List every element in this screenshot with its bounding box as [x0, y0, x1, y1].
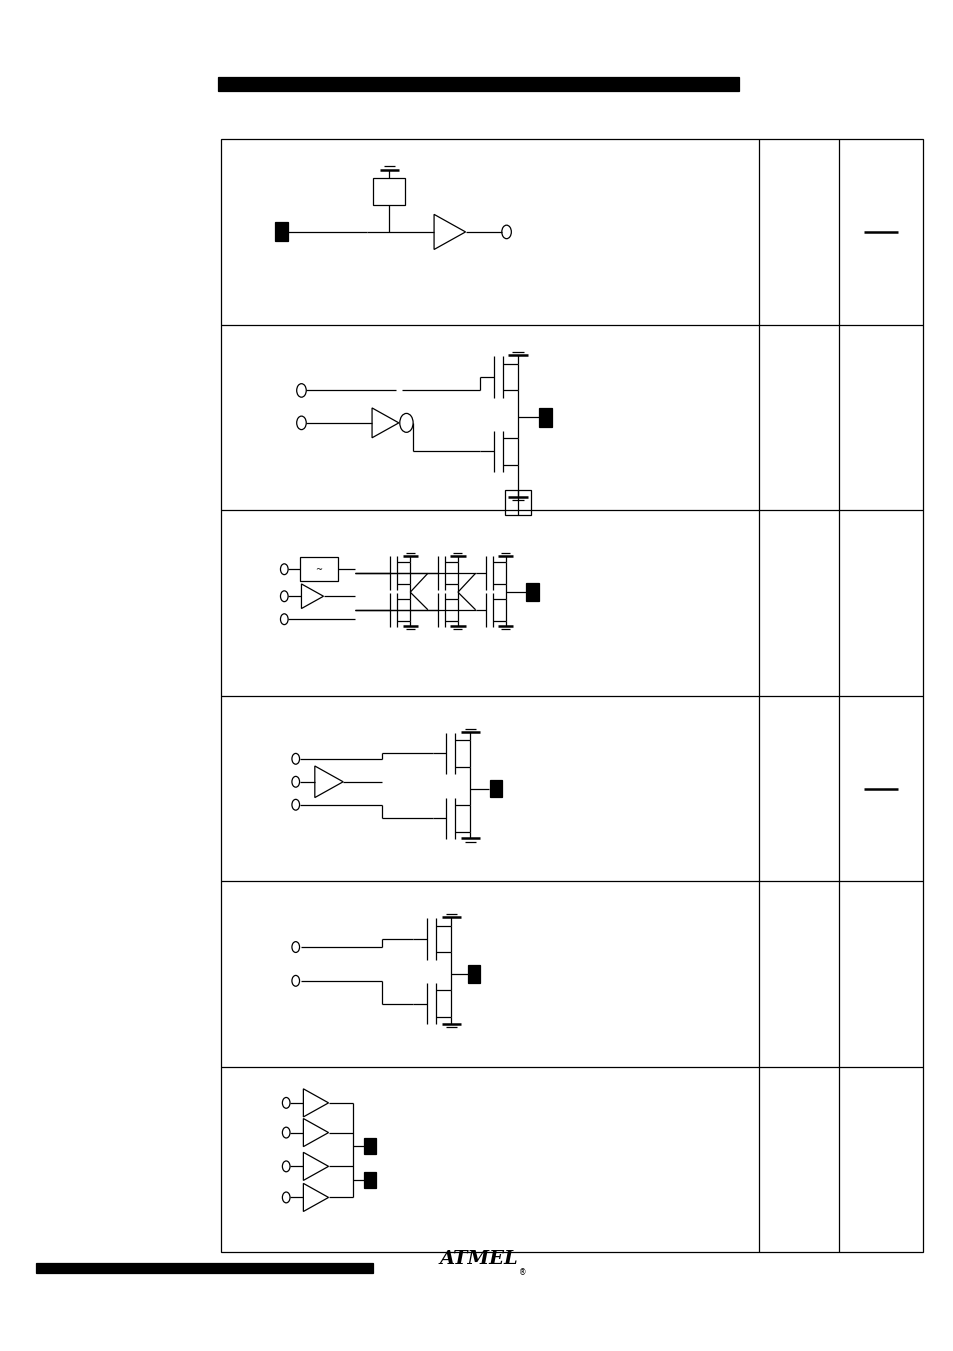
- Bar: [504, 490, 531, 515]
- Bar: [526, 584, 538, 601]
- Text: ®: ®: [518, 1269, 526, 1277]
- Text: ATMEL: ATMEL: [439, 1250, 517, 1269]
- Bar: [364, 1138, 375, 1154]
- Bar: [217, 77, 739, 91]
- Bar: [373, 178, 405, 205]
- Bar: [221, 139, 923, 1252]
- Bar: [36, 1263, 373, 1273]
- Bar: [364, 1171, 375, 1188]
- Bar: [538, 408, 552, 427]
- Bar: [274, 223, 288, 242]
- Text: ~: ~: [314, 565, 322, 574]
- Bar: [468, 965, 480, 984]
- Bar: [490, 780, 502, 797]
- Bar: [299, 557, 337, 581]
